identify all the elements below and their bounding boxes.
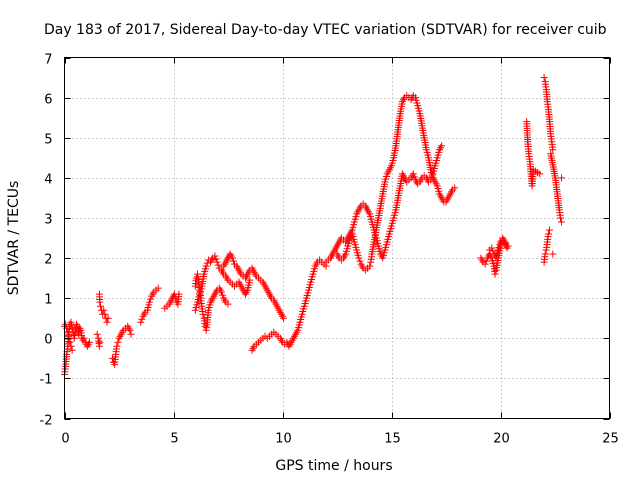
x-tick-label: 10: [275, 432, 292, 447]
data-point: [558, 174, 566, 182]
data-point: [146, 298, 154, 306]
data-points-layer: [61, 74, 566, 378]
data-point: [558, 218, 566, 226]
data-point: [192, 274, 200, 282]
x-tick-label: 15: [384, 432, 401, 447]
y-tick-label: 6: [44, 93, 52, 108]
x-tick-label: 25: [602, 432, 619, 447]
data-point: [438, 142, 446, 150]
data-point: [114, 338, 122, 346]
data-point: [96, 338, 104, 346]
data-point: [127, 330, 135, 338]
data-point: [175, 290, 183, 298]
y-tick-label: 3: [44, 213, 52, 228]
data-point: [549, 146, 557, 154]
y-tick-label: 1: [44, 293, 52, 308]
data-point: [201, 322, 209, 330]
data-point: [66, 338, 74, 346]
ticks-layer: 0 5 10 15 20 25 -2 -1 0 1 2 3 4 5 6 7: [40, 53, 619, 447]
data-point: [246, 276, 254, 284]
data-point: [228, 254, 236, 262]
y-tick-label: 0: [44, 333, 52, 348]
data-point: [549, 250, 557, 258]
data-point: [481, 260, 489, 268]
data-point: [203, 259, 211, 267]
data-point: [544, 230, 552, 238]
data-point: [67, 318, 75, 326]
data-point: [67, 342, 75, 350]
data-point: [540, 74, 548, 82]
data-point: [64, 328, 72, 336]
data-point: [62, 320, 70, 328]
x-tick-label: 0: [61, 432, 69, 447]
data-point: [104, 314, 112, 322]
data-point: [137, 318, 145, 326]
data-point: [451, 184, 459, 192]
data-point: [147, 295, 155, 303]
data-point: [214, 261, 222, 269]
data-point: [410, 173, 418, 181]
data-point: [113, 342, 121, 350]
y-tick-label: 7: [44, 53, 52, 68]
data-point: [280, 314, 288, 322]
data-point: [556, 214, 564, 222]
data-point: [101, 310, 109, 318]
y-tick-label: -1: [40, 373, 53, 388]
x-tick-label: 5: [170, 432, 178, 447]
data-point: [96, 298, 104, 306]
data-point: [96, 302, 104, 310]
data-point: [80, 334, 88, 342]
data-point: [224, 300, 232, 308]
data-point: [93, 330, 101, 338]
data-point: [138, 315, 146, 323]
data-point: [199, 310, 207, 318]
data-point: [488, 244, 496, 252]
data-point: [68, 346, 76, 354]
data-point: [211, 252, 219, 260]
data-point: [64, 331, 72, 339]
y-axis-label: SDTVAR / TECUs: [6, 181, 22, 296]
data-point: [491, 270, 499, 278]
data-point: [546, 226, 554, 234]
data-point: [504, 242, 512, 250]
chart-title: Day 183 of 2017, Sidereal Day-to-day VTE…: [44, 22, 607, 38]
data-point: [100, 306, 108, 314]
data-point: [409, 170, 417, 178]
data-point: [356, 257, 364, 265]
data-point: [126, 326, 134, 334]
data-point: [355, 254, 363, 262]
data-point: [219, 291, 227, 299]
y-tick-label: -2: [40, 414, 53, 429]
data-point: [366, 262, 374, 270]
data-point: [489, 247, 497, 255]
data-point: [213, 258, 221, 266]
y-tick-label: 2: [44, 253, 52, 268]
data-point: [86, 338, 94, 346]
data-point: [103, 318, 111, 326]
plot-frame: [64, 57, 610, 419]
x-axis-label: GPS time / hours: [275, 458, 392, 474]
y-tick-label: 5: [44, 133, 52, 148]
data-point: [482, 257, 490, 265]
data-point: [154, 284, 162, 292]
data-point: [536, 170, 544, 178]
data-point: [212, 255, 220, 263]
data-point: [229, 257, 237, 265]
grid-layer: [64, 57, 610, 419]
x-tick-label: 20: [493, 432, 510, 447]
y-tick-label: 4: [44, 173, 52, 188]
data-point: [68, 321, 76, 329]
data-point: [541, 250, 549, 258]
data-point: [202, 262, 210, 270]
data-point: [217, 288, 225, 296]
